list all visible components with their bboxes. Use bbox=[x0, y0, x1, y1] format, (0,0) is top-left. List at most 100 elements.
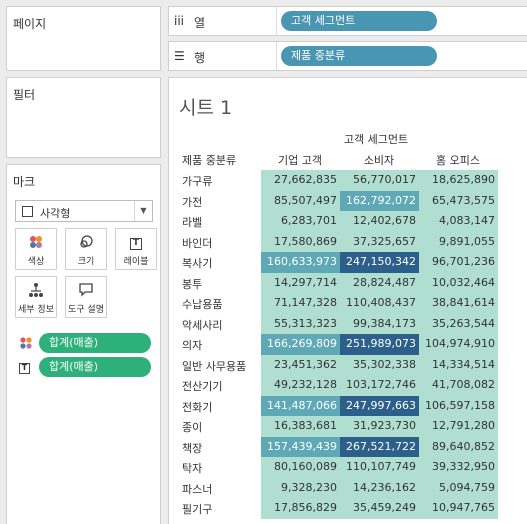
table-cell[interactable]: 12,791,280 bbox=[419, 416, 498, 437]
table-cell[interactable]: 96,701,236 bbox=[419, 252, 498, 273]
row-label[interactable]: 가구류 bbox=[182, 175, 213, 188]
row-label[interactable]: 악세사리 bbox=[182, 319, 223, 332]
table-cell[interactable]: 5,094,759 bbox=[419, 478, 498, 498]
size-button[interactable]: 크기 bbox=[65, 228, 107, 270]
measure-pill-label[interactable]: 합계(매출) bbox=[39, 357, 151, 377]
table-cell[interactable]: 9,328,230 bbox=[261, 478, 340, 498]
table-cell[interactable]: 39,332,950 bbox=[419, 457, 498, 478]
row-label[interactable]: 복사기 bbox=[182, 257, 213, 270]
table-cell[interactable]: 31,923,730 bbox=[340, 416, 419, 437]
table-cell[interactable]: 14,334,514 bbox=[419, 355, 498, 375]
table-cell[interactable]: 28,824,487 bbox=[340, 273, 419, 293]
column-header[interactable]: 소비자 bbox=[363, 154, 395, 167]
filters-panel[interactable]: 필터 bbox=[6, 77, 161, 158]
table-cell[interactable]: 27,662,835 bbox=[261, 170, 340, 191]
color-button[interactable]: 색상 bbox=[15, 228, 57, 270]
table-cell[interactable]: 49,232,128 bbox=[261, 375, 340, 396]
row-label[interactable]: 일반 사무용품 bbox=[182, 360, 247, 373]
table-cell[interactable]: 157,439,439 bbox=[261, 437, 340, 457]
table-cell[interactable]: 23,451,362 bbox=[261, 355, 340, 375]
mark-type-dropdown[interactable]: 사각형 ▼ bbox=[15, 200, 153, 222]
table-cell[interactable]: 6,283,701 bbox=[261, 211, 340, 232]
table-cell[interactable]: 38,841,614 bbox=[419, 293, 498, 314]
table-cell[interactable]: 162,792,072 bbox=[340, 191, 419, 211]
table-cell[interactable]: 16,383,681 bbox=[261, 416, 340, 437]
table-cell[interactable]: 141,487,066 bbox=[261, 396, 340, 416]
table-cell[interactable]: 35,459,249 bbox=[340, 498, 419, 519]
pages-title: 페이지 bbox=[13, 17, 47, 31]
pages-panel[interactable]: 페이지 bbox=[6, 6, 161, 71]
row-label[interactable]: 책장 bbox=[182, 442, 203, 455]
column-header[interactable]: 기업 고객 bbox=[278, 154, 322, 167]
table-cell[interactable]: 18,625,890 bbox=[419, 170, 498, 191]
row-label[interactable]: 바인더 bbox=[182, 237, 213, 250]
label-button[interactable]: T 레이블 bbox=[115, 228, 157, 270]
detail-tree-icon bbox=[16, 282, 56, 298]
row-label[interactable]: 탁자 bbox=[182, 462, 203, 475]
table-cell[interactable]: 4,083,147 bbox=[419, 211, 498, 232]
size-circles-icon bbox=[66, 234, 106, 250]
row-label[interactable]: 종이 bbox=[182, 421, 203, 434]
table-cell[interactable]: 10,947,765 bbox=[419, 498, 498, 519]
table-cell[interactable]: 17,580,869 bbox=[261, 232, 340, 252]
table-cell[interactable]: 9,891,055 bbox=[419, 232, 498, 252]
table-cell[interactable]: 35,302,338 bbox=[340, 355, 419, 375]
filters-title: 필터 bbox=[13, 88, 36, 102]
rows-icon: ☰ bbox=[174, 49, 185, 63]
row-label[interactable]: 라벨 bbox=[182, 216, 203, 229]
table-cell[interactable]: 247,997,663 bbox=[340, 396, 419, 416]
table-cell[interactable]: 35,263,544 bbox=[419, 314, 498, 334]
row-label[interactable]: 전산기기 bbox=[182, 380, 223, 393]
table-cell[interactable]: 71,147,328 bbox=[261, 293, 340, 314]
color-dots-icon bbox=[19, 336, 35, 350]
table-cell[interactable]: 89,640,852 bbox=[419, 437, 498, 457]
row-label[interactable]: 의자 bbox=[182, 339, 203, 352]
text-label-icon: T bbox=[116, 234, 156, 250]
table-cell[interactable]: 17,856,829 bbox=[261, 498, 340, 519]
detail-button[interactable]: 세부 정보 bbox=[15, 276, 57, 318]
table-cell[interactable]: 41,708,082 bbox=[419, 375, 498, 396]
table-cell[interactable]: 106,597,158 bbox=[419, 396, 498, 416]
table-cell[interactable]: 103,172,746 bbox=[340, 375, 419, 396]
table-cell[interactable]: 14,236,162 bbox=[340, 478, 419, 498]
chevron-down-icon[interactable]: ▼ bbox=[134, 201, 152, 221]
row-field-header[interactable]: 제품 중분류 bbox=[182, 154, 237, 167]
table-cell[interactable]: 267,521,722 bbox=[340, 437, 419, 457]
table-cell[interactable]: 247,150,342 bbox=[340, 252, 419, 273]
row-label[interactable]: 필기구 bbox=[182, 503, 213, 516]
table-cell[interactable]: 166,269,809 bbox=[261, 334, 340, 355]
row-label[interactable]: 파스너 bbox=[182, 483, 213, 496]
column-header[interactable]: 홈 오피스 bbox=[436, 154, 480, 167]
row-label[interactable]: 봉투 bbox=[182, 278, 203, 291]
measure-pill-color[interactable]: 합계(매출) bbox=[39, 333, 151, 353]
table-cell[interactable]: 56,770,017 bbox=[340, 170, 419, 191]
table-cell[interactable]: 104,974,910 bbox=[419, 334, 498, 355]
rows-shelf[interactable]: ☰ 행 제품 중분류 bbox=[168, 41, 527, 71]
table-cell[interactable]: 110,107,749 bbox=[340, 457, 419, 478]
row-label[interactable]: 전화기 bbox=[182, 401, 213, 414]
sheet-title[interactable]: 시트 1 bbox=[179, 97, 233, 119]
column-dimension-pill[interactable]: 고객 세그먼트 bbox=[281, 11, 437, 31]
row-label[interactable]: 수납용품 bbox=[182, 298, 223, 311]
row-dimension-pill[interactable]: 제품 중분류 bbox=[281, 46, 437, 66]
shelf-divider bbox=[276, 42, 277, 70]
shelf-divider bbox=[276, 7, 277, 35]
table-cell[interactable]: 10,032,464 bbox=[419, 273, 498, 293]
table-cell[interactable]: 160,633,973 bbox=[261, 252, 340, 273]
row-label[interactable]: 가전 bbox=[182, 196, 203, 209]
table-cell[interactable]: 37,325,657 bbox=[340, 232, 419, 252]
table-cell[interactable]: 14,297,714 bbox=[261, 273, 340, 293]
table-cell[interactable]: 110,408,437 bbox=[340, 293, 419, 314]
table-cell[interactable]: 99,384,173 bbox=[340, 314, 419, 334]
table-cell[interactable]: 85,507,497 bbox=[261, 191, 340, 211]
columns-shelf[interactable]: iii 열 고객 세그먼트 bbox=[168, 6, 527, 36]
label-button-label: 레이블 bbox=[123, 257, 149, 267]
table-cell[interactable]: 80,160,089 bbox=[261, 457, 340, 478]
table-cell[interactable]: 251,989,073 bbox=[340, 334, 419, 355]
tooltip-button[interactable]: 도구 설명 bbox=[65, 276, 107, 318]
table-cell[interactable]: 65,473,575 bbox=[419, 191, 498, 211]
table-cell[interactable]: 55,313,323 bbox=[261, 314, 340, 334]
column-group-header[interactable]: 고객 세그먼트 bbox=[343, 133, 409, 146]
table-cell[interactable]: 12,402,678 bbox=[340, 211, 419, 232]
